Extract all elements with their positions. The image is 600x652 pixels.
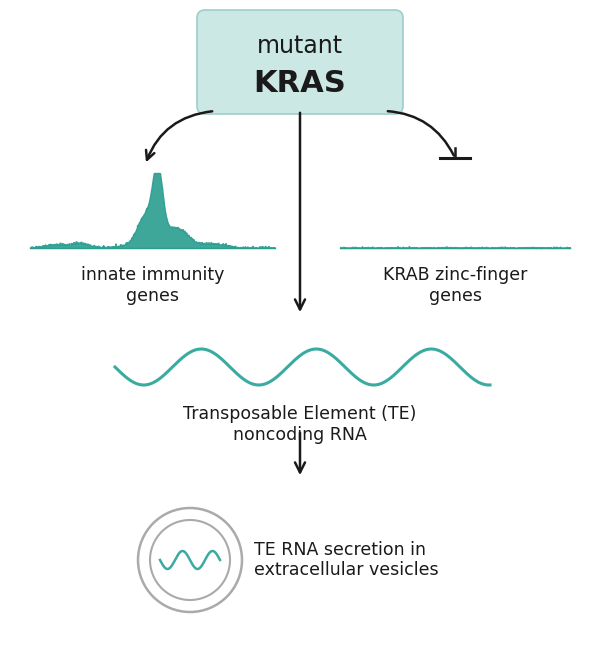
FancyBboxPatch shape [197, 10, 403, 114]
Text: KRAB zinc-finger
genes: KRAB zinc-finger genes [383, 266, 527, 304]
Text: TE RNA secretion in
extracellular vesicles: TE RNA secretion in extracellular vesicl… [254, 541, 439, 580]
Text: KRAS: KRAS [254, 70, 346, 98]
Text: Transposable Element (TE)
noncoding RNA: Transposable Element (TE) noncoding RNA [184, 405, 416, 444]
Text: mutant: mutant [257, 34, 343, 58]
Text: innate immunity
genes: innate immunity genes [81, 266, 224, 304]
FancyArrowPatch shape [146, 111, 212, 160]
FancyArrowPatch shape [388, 111, 454, 156]
